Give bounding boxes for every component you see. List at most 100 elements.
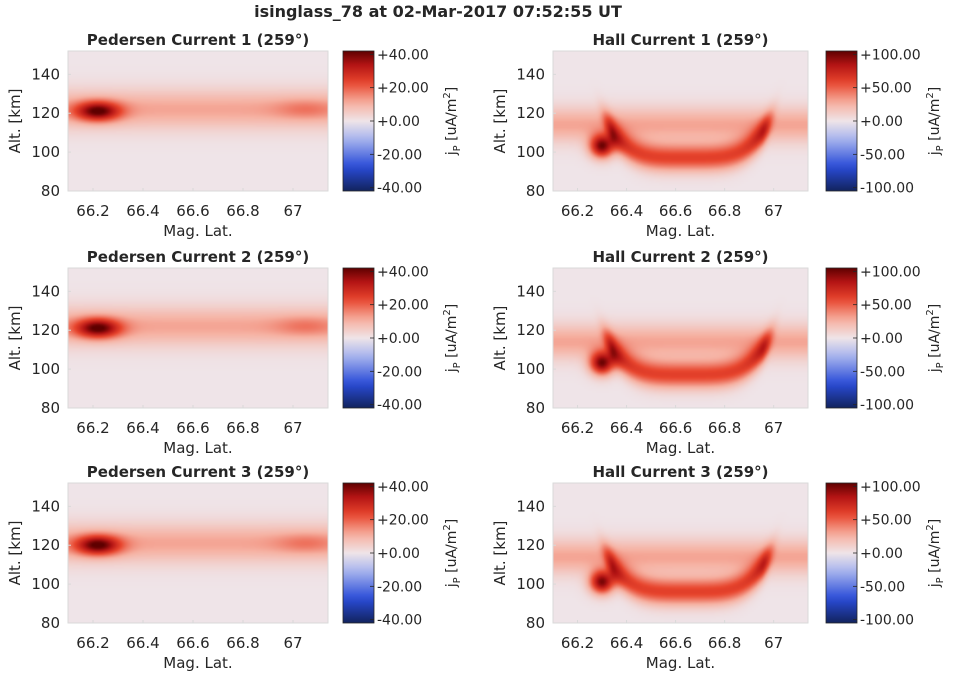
x-tick-label: 66.2 xyxy=(561,634,594,652)
y-tick-label: 100 xyxy=(31,575,60,593)
colorbar-tick-label: +0.00 xyxy=(377,331,420,347)
panel-1: Pedersen Current 1 (259°) 66.2 66.4 66.6 66.… xyxy=(6,31,463,240)
panel-title: Pedersen Current 3 (259°) xyxy=(87,463,309,481)
x-tick-label: 66.4 xyxy=(610,419,643,437)
colorbar-tick-label: +20.00 xyxy=(377,513,429,529)
y-tick-label: 100 xyxy=(31,143,60,161)
colorbar-tick-label: +0.00 xyxy=(860,546,903,562)
colorbar xyxy=(826,51,857,191)
y-axis-label: Alt. [km] xyxy=(6,89,24,154)
plot-frame xyxy=(67,482,329,624)
y-tick-label: 80 xyxy=(41,182,60,200)
x-tick-label: 66.8 xyxy=(708,202,741,220)
x-tick-label: 67 xyxy=(283,634,302,652)
panel-5: Pedersen Current 3 (259°) 66.2 66.4 66.6 66.… xyxy=(6,463,463,672)
colorbar-tick-label: -40.00 xyxy=(377,181,422,197)
panel-title: Hall Current 1 (259°) xyxy=(592,31,768,49)
colorbar-tick-label: +50.00 xyxy=(860,513,912,529)
panel-3: Pedersen Current 2 (259°) 66.2 66.4 66.6 66.… xyxy=(6,248,463,457)
panel-title: Pedersen Current 1 (259°) xyxy=(87,31,309,49)
y-tick-label: 100 xyxy=(31,360,60,378)
x-tick-label: 66.2 xyxy=(76,634,109,652)
x-tick-label: 66.2 xyxy=(76,202,109,220)
colorbar-tick-label: +20.00 xyxy=(377,298,429,314)
y-tick-label: 140 xyxy=(31,282,60,300)
colorbar-tick-label: -50.00 xyxy=(860,147,905,163)
colorbar-tick-label: +100.00 xyxy=(860,264,921,280)
x-axis-label: Mag. Lat. xyxy=(163,222,232,240)
colorbar-tick-label: +0.00 xyxy=(860,114,903,130)
y-axis-label: Alt. [km] xyxy=(491,521,509,586)
x-axis-label: Mag. Lat. xyxy=(163,439,232,457)
colorbar xyxy=(826,483,857,623)
y-tick-label: 80 xyxy=(526,182,545,200)
colorbar-tick-label: +20.00 xyxy=(377,81,429,97)
x-tick-label: 66.2 xyxy=(76,419,109,437)
y-tick-label: 140 xyxy=(31,497,60,515)
panel-title: Pedersen Current 2 (259°) xyxy=(87,248,309,266)
colorbar-label: jP [uA/m2] xyxy=(925,304,946,373)
heatmap-image xyxy=(553,483,808,623)
colorbar xyxy=(343,51,374,191)
x-tick-label: 66.4 xyxy=(126,419,159,437)
x-tick-label: 67 xyxy=(764,634,783,652)
plot-frame xyxy=(552,267,809,409)
panel-2: Hall Current 1 (259°) 66.2 66.4 66.6 66.8 67 8… xyxy=(491,31,946,240)
plot-frame xyxy=(552,482,809,624)
x-tick-label: 66.6 xyxy=(176,419,209,437)
y-tick-label: 140 xyxy=(516,282,545,300)
colorbar-tick-label: -40.00 xyxy=(377,398,422,414)
y-tick-label: 120 xyxy=(516,321,545,339)
colorbar-tick-label: +100.00 xyxy=(860,479,921,495)
colorbar-tick-label: +50.00 xyxy=(860,298,912,314)
colorbar-tick-label: -100.00 xyxy=(860,398,914,414)
y-tick-label: 140 xyxy=(516,497,545,515)
x-axis-label: Mag. Lat. xyxy=(163,654,232,672)
colorbar xyxy=(343,268,374,408)
colorbar xyxy=(343,483,374,623)
colorbar xyxy=(826,268,857,408)
y-axis-label: Alt. [km] xyxy=(491,89,509,154)
heatmap-image xyxy=(68,51,328,191)
x-axis-label: Mag. Lat. xyxy=(646,654,715,672)
colorbar-tick-label: -50.00 xyxy=(860,364,905,380)
x-axis-label: Mag. Lat. xyxy=(646,222,715,240)
colorbar-tick-label: +0.00 xyxy=(860,331,903,347)
y-axis-label: Alt. [km] xyxy=(6,521,24,586)
x-tick-label: 66.4 xyxy=(126,202,159,220)
x-tick-label: 66.8 xyxy=(708,634,741,652)
y-tick-label: 120 xyxy=(31,536,60,554)
heatmap-image xyxy=(553,51,808,191)
y-axis-label: Alt. [km] xyxy=(6,306,24,371)
y-tick-label: 120 xyxy=(31,104,60,122)
y-tick-label: 80 xyxy=(526,614,545,632)
colorbar-tick-label: -100.00 xyxy=(860,181,914,197)
x-tick-label: 66.4 xyxy=(610,634,643,652)
heatmap-image xyxy=(68,268,328,408)
plot-frame xyxy=(67,267,329,409)
colorbar-tick-label: -40.00 xyxy=(377,613,422,629)
y-axis-label: Alt. [km] xyxy=(491,306,509,371)
colorbar-label: jP [uA/m2] xyxy=(442,87,463,156)
x-axis-label: Mag. Lat. xyxy=(646,439,715,457)
x-tick-label: 66.6 xyxy=(176,634,209,652)
x-tick-label: 66.4 xyxy=(610,202,643,220)
x-tick-label: 67 xyxy=(283,202,302,220)
figure-title: isinglass_78 at 02-Mar-2017 07:52:55 UT xyxy=(254,2,622,21)
y-tick-label: 120 xyxy=(516,536,545,554)
x-tick-label: 66.2 xyxy=(561,202,594,220)
y-tick-label: 100 xyxy=(516,575,545,593)
colorbar-label: jP [uA/m2] xyxy=(442,304,463,373)
panel-6: Hall Current 3 (259°) 66.2 66.4 66.6 66.8 67 8… xyxy=(491,463,946,672)
colorbar-tick-label: +40.00 xyxy=(377,47,429,63)
y-tick-label: 100 xyxy=(516,360,545,378)
plot-frame xyxy=(67,50,329,192)
x-tick-label: 67 xyxy=(764,419,783,437)
panel-title: Hall Current 3 (259°) xyxy=(592,463,768,481)
x-tick-label: 66.4 xyxy=(126,634,159,652)
x-tick-label: 67 xyxy=(764,202,783,220)
y-tick-label: 140 xyxy=(516,65,545,83)
x-tick-label: 66.2 xyxy=(561,419,594,437)
colorbar-tick-label: -50.00 xyxy=(860,579,905,595)
